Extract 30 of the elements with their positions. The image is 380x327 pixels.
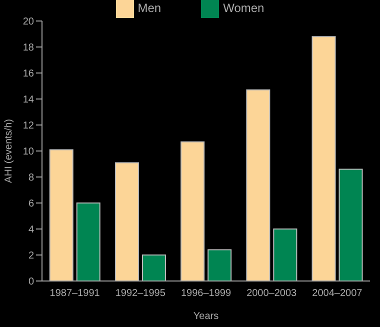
y-tick-label: 2	[28, 250, 34, 262]
bar	[273, 228, 298, 281]
y-tick-label: 0	[28, 276, 34, 288]
y-tick-label: 8	[28, 172, 34, 184]
bar	[312, 36, 336, 281]
bar	[49, 149, 74, 281]
bar	[208, 249, 232, 281]
y-tick-label: 12	[22, 120, 34, 132]
x-axis-title: Years	[193, 311, 219, 322]
bar	[114, 162, 139, 281]
bar	[338, 168, 363, 281]
legend-label: Women	[223, 1, 264, 16]
x-tick-label: 2004–2007	[312, 288, 363, 300]
y-tick-label: 14	[22, 94, 34, 106]
y-tick-label: 10	[22, 146, 34, 158]
bar	[180, 141, 205, 281]
y-tick-label: 6	[28, 198, 34, 210]
y-tick-label: 16	[22, 68, 34, 80]
x-tick-label: 1987–1991	[50, 288, 100, 300]
y-axis-title: AHI (events/h)	[4, 119, 15, 183]
x-tick-label: 2000–2003	[246, 288, 298, 300]
legend-label: Men	[138, 1, 162, 16]
x-tick-label: 1992–1995	[115, 288, 166, 300]
bar	[246, 89, 270, 281]
x-tick-label: 1996–1999	[180, 288, 232, 300]
y-tick-label: 18	[22, 42, 34, 54]
y-tick-label: 4	[28, 224, 34, 236]
y-tick-label: 20	[22, 16, 34, 28]
bar	[142, 254, 166, 281]
bar	[76, 202, 100, 281]
